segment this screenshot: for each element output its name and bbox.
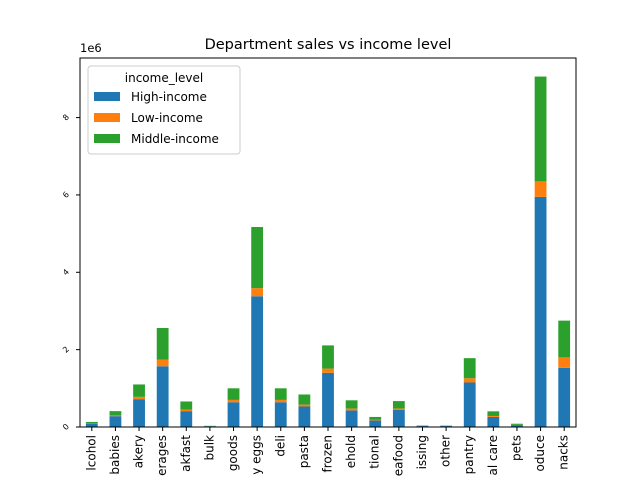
x-tick-label-7: y eggs	[250, 435, 264, 475]
x-tick-label-12: tional	[368, 435, 382, 469]
x-tick-label-18: pets	[509, 435, 523, 461]
bar-high-income-13	[392, 409, 405, 427]
bar-high-income-17	[487, 416, 500, 427]
bar-high-income-16	[463, 382, 476, 427]
bar-middle-income-7	[251, 227, 264, 289]
bar-low-income-2	[133, 396, 145, 400]
bar-high-income-9	[298, 406, 311, 427]
bar-high-income-7	[251, 296, 264, 427]
bar-low-income-20	[558, 357, 571, 368]
bar-high-income-6	[227, 402, 240, 427]
y-tick-label-2: 4	[61, 267, 71, 277]
x-tick-label-1: babies	[108, 435, 122, 475]
bar-middle-income-8	[274, 388, 287, 400]
bar-middle-income-12	[369, 416, 382, 420]
bar-middle-income-2	[133, 384, 145, 397]
bar-high-income-3	[156, 366, 169, 427]
legend: income_level High-income Low-income Middle…	[87, 65, 241, 155]
bar-high-income-2	[133, 399, 145, 427]
bar-middle-income-6	[227, 388, 240, 400]
plot-frame	[79, 57, 577, 428]
bar-low-income-9	[298, 404, 311, 407]
x-tick-label-15: other	[439, 435, 453, 467]
x-tick-label-16: pantry	[462, 435, 476, 474]
legend-label-middle-income: Middle-income	[131, 132, 219, 146]
bar-high-income-4	[180, 411, 193, 427]
y-offset-label: 1e6	[80, 41, 102, 55]
bar-middle-income-20	[558, 320, 571, 358]
bar-middle-income-17	[487, 411, 500, 416]
x-tick-label-0: lcohol	[84, 435, 98, 471]
bar-low-income-8	[274, 399, 287, 403]
legend-swatch-high-income	[94, 92, 120, 101]
bar-low-income-11	[345, 408, 358, 411]
x-tick-label-11: ehold	[344, 435, 358, 468]
bar-high-income-10	[322, 372, 334, 427]
bar-middle-income-9	[298, 394, 311, 405]
bar-low-income-13	[392, 408, 405, 410]
bar-middle-income-10	[322, 345, 334, 369]
bar-middle-income-3	[156, 327, 169, 360]
bar-low-income-19	[534, 181, 547, 197]
bar-middle-income-19	[534, 76, 547, 182]
bar-low-income-12	[369, 419, 382, 421]
bar-low-income-3	[156, 359, 169, 367]
y-tick-label-1: 2	[61, 345, 71, 355]
bars-group	[85, 76, 571, 427]
bar-middle-income-18	[511, 423, 523, 425]
x-tick-label-3: erages	[155, 435, 169, 476]
y-axis: 0 2 4 6 8	[61, 113, 80, 432]
bar-high-income-1	[109, 416, 122, 427]
y-tick-label-4: 8	[61, 113, 71, 123]
x-tick-label-9: pasta	[297, 435, 311, 468]
legend-label-low-income: Low-income	[131, 111, 203, 125]
bar-high-income-8	[274, 402, 287, 427]
bar-high-income-0	[85, 423, 98, 427]
bar-high-income-19	[534, 196, 547, 427]
bar-middle-income-0	[85, 421, 98, 424]
x-tick-label-14: issing	[415, 435, 429, 469]
x-tick-label-10: frozen	[321, 435, 335, 473]
legend-label-high-income: High-income	[131, 90, 207, 104]
legend-swatch-middle-income	[94, 134, 120, 143]
x-tick-label-17: al care	[486, 435, 500, 476]
bar-low-income-17	[487, 415, 500, 417]
bar-high-income-12	[369, 420, 382, 427]
legend-swatch-low-income	[94, 113, 120, 122]
bar-middle-income-11	[345, 400, 358, 409]
y-tick-label-3: 6	[61, 190, 71, 200]
bar-low-income-16	[463, 378, 476, 383]
bar-high-income-20	[558, 367, 571, 427]
legend-title: income_level	[125, 71, 204, 85]
x-tick-label-2: akery	[132, 435, 146, 468]
x-tick-label-5: bulk	[202, 435, 216, 461]
x-tick-label-4: akfast	[179, 435, 193, 472]
legend-box	[87, 65, 241, 155]
bar-middle-income-13	[392, 401, 405, 409]
x-tick-label-8: deli	[273, 435, 287, 457]
x-tick-label-13: eafood	[391, 435, 405, 476]
bar-high-income-11	[345, 410, 358, 427]
bar-high-income-18	[511, 425, 523, 427]
bar-middle-income-4	[180, 401, 193, 410]
bar-low-income-10	[322, 368, 334, 373]
bar-low-income-4	[180, 409, 193, 412]
bar-middle-income-16	[463, 358, 476, 379]
y-tick-label-0: 0	[61, 422, 71, 432]
bar-low-income-6	[227, 399, 240, 403]
bar-middle-income-1	[109, 411, 122, 416]
x-axis: lcohol babies akery erages akfast bulk goods y …	[84, 427, 571, 476]
x-tick-label-20: nacks	[557, 435, 571, 470]
bar-low-income-7	[251, 288, 264, 297]
x-tick-label-6: goods	[226, 435, 240, 471]
chart-title: Department sales vs income level	[205, 37, 452, 53]
bar-low-income-1	[109, 415, 122, 417]
x-tick-label-19: oduce	[533, 435, 547, 472]
